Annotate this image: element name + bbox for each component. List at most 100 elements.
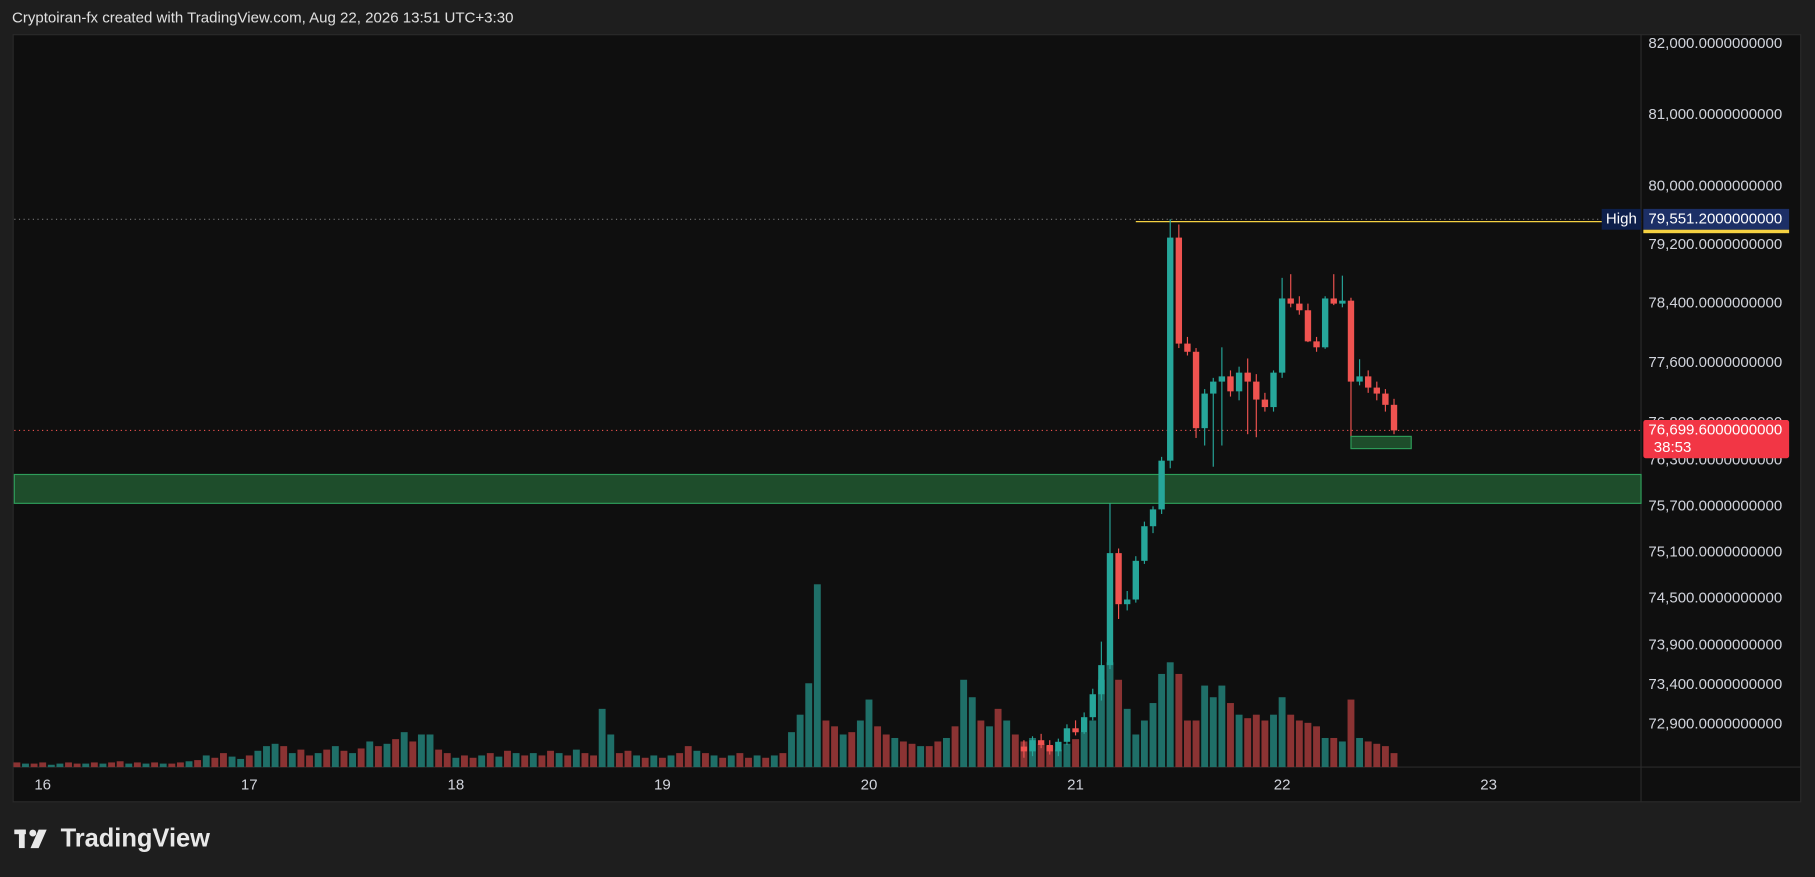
volume-bar	[753, 755, 761, 768]
volume-bar	[891, 737, 899, 768]
logo-icon	[18, 829, 25, 849]
volume-bar	[151, 762, 159, 768]
y-tick-label: 73,400.0000000000	[1648, 676, 1782, 693]
countdown-label: 38:53	[1654, 439, 1692, 456]
candle-body	[1201, 393, 1208, 429]
x-tick-label: 22	[1274, 777, 1291, 794]
volume-bar	[1364, 741, 1372, 768]
volume-bar	[1011, 734, 1019, 768]
volume-bar	[185, 761, 193, 768]
volume-bar	[710, 755, 718, 768]
candle-body	[1072, 728, 1079, 733]
candle-body	[1210, 381, 1217, 394]
high-price-bg	[1643, 208, 1790, 230]
x-tick-label: 18	[447, 777, 464, 794]
y-tick-label: 72,900.0000000000	[1648, 715, 1782, 732]
volume-bar	[762, 757, 770, 768]
volume-bar	[1218, 685, 1226, 768]
candle-body	[1192, 351, 1200, 429]
volume-bar	[1046, 746, 1054, 768]
candle-body	[1132, 560, 1139, 600]
volume-bar	[263, 746, 270, 768]
volume-bar	[417, 734, 425, 768]
candle-body	[1080, 717, 1088, 733]
candle-body	[1278, 298, 1286, 373]
candle-body	[1046, 744, 1053, 752]
volume-bar	[1244, 718, 1252, 768]
volume-bar	[1278, 697, 1286, 768]
volume-bar	[555, 753, 563, 768]
candle-body	[1347, 300, 1355, 382]
volume-bar	[624, 750, 632, 768]
volume-bar	[1089, 720, 1097, 768]
volume-bar	[1227, 703, 1234, 768]
candle-body	[1382, 393, 1389, 405]
volume-bar	[383, 743, 391, 768]
volume-bar	[142, 763, 150, 768]
volume-bar	[512, 753, 520, 768]
candle-body	[1356, 376, 1363, 382]
x-tick-label: 16	[34, 777, 51, 794]
volume-bar	[374, 746, 382, 768]
volume-bar	[194, 760, 202, 768]
volume-bar	[340, 750, 348, 768]
volume-bar	[917, 746, 925, 768]
box	[1350, 435, 1412, 450]
volume-bar	[297, 749, 305, 768]
candle-body	[1304, 310, 1312, 342]
logo-text: TradingView	[61, 825, 211, 853]
y-tick-label: 79,200.0000000000	[1648, 236, 1782, 253]
volume-bar	[39, 762, 47, 768]
candle-body	[1296, 303, 1303, 311]
volume-bar	[839, 734, 847, 768]
volume-bar	[288, 753, 296, 768]
zone	[13, 473, 1642, 504]
volume-bar	[650, 755, 658, 768]
volume-bar	[607, 734, 615, 768]
y-tick-label: 78,400.0000000000	[1648, 295, 1782, 312]
volume-bar	[1166, 662, 1174, 768]
volume-bar	[615, 753, 623, 768]
volume-bar	[1097, 679, 1105, 768]
volume-bar	[314, 753, 322, 768]
volume-bar	[486, 753, 494, 768]
candle-body	[1115, 553, 1122, 605]
volume-bar	[667, 755, 675, 768]
volume-bar	[994, 708, 1002, 768]
candle-body	[1037, 740, 1045, 745]
candle-body	[1253, 381, 1260, 400]
volume-bar	[874, 726, 882, 768]
volume-bar	[1390, 753, 1398, 768]
volume-bar	[977, 720, 985, 768]
volume-bar	[99, 763, 107, 768]
high-label-bg	[1601, 208, 1642, 230]
volume-bar	[831, 726, 838, 768]
volume-bar	[641, 757, 649, 768]
volume-bar	[968, 697, 976, 768]
volume-bar	[658, 757, 666, 768]
volume-bar	[116, 761, 124, 768]
high-price-underline	[1643, 229, 1790, 234]
volume-bar	[805, 683, 813, 768]
volume-bar	[1209, 697, 1217, 768]
y-tick-label: 77,600.0000000000	[1648, 354, 1782, 371]
volume-bar	[400, 732, 408, 768]
volume-bar	[13, 762, 21, 768]
volume-bar	[693, 750, 701, 768]
volume-bar	[1235, 714, 1243, 768]
volume-bar	[856, 720, 864, 768]
volume-bar	[435, 749, 443, 768]
volume-bar	[848, 732, 856, 768]
volume-bar	[1295, 720, 1303, 768]
high-label: High	[1606, 210, 1637, 227]
volume-bar	[443, 753, 451, 768]
volume-bar	[1321, 737, 1329, 768]
volume-bar	[1063, 743, 1071, 768]
volume-bar	[719, 757, 727, 768]
y-tick-label: 81,000.0000000000	[1648, 106, 1782, 123]
volume-bar	[1158, 673, 1166, 768]
volume-bar	[90, 762, 98, 768]
x-tick-label: 17	[241, 777, 258, 794]
